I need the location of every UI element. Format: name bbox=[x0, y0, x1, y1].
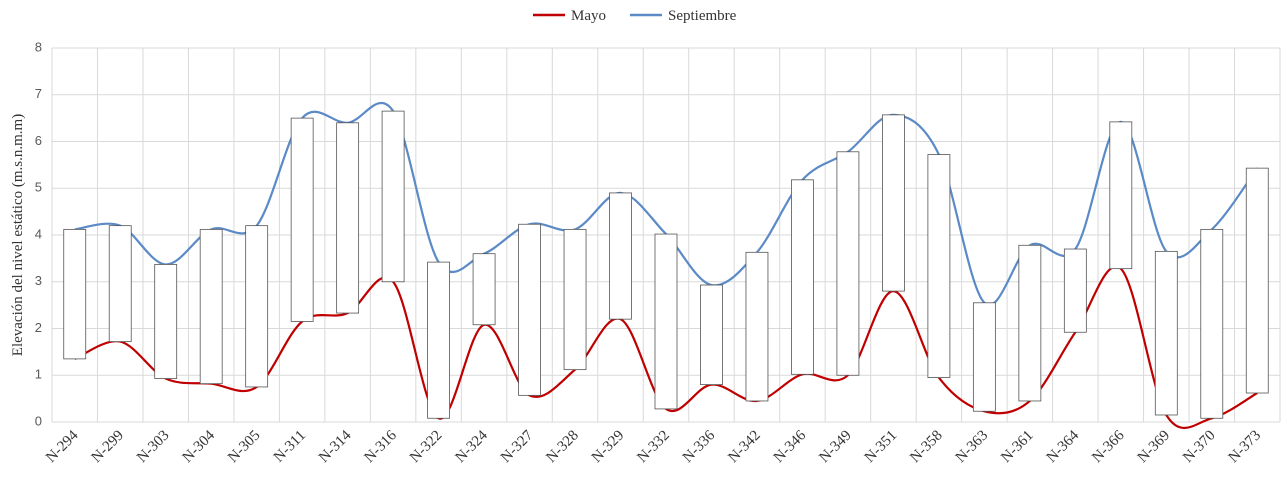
range-box bbox=[245, 225, 269, 388]
x-tick-label: N-336 bbox=[680, 427, 719, 466]
x-tick-label: N-314 bbox=[316, 427, 355, 466]
x-tick-label: N-303 bbox=[134, 428, 172, 466]
range-box bbox=[654, 233, 678, 410]
series-line bbox=[74, 101, 1259, 307]
range-box bbox=[700, 284, 723, 385]
range-box bbox=[336, 122, 360, 314]
range-box bbox=[972, 302, 996, 412]
range-box bbox=[1018, 244, 1042, 402]
range-box bbox=[1245, 167, 1269, 394]
range-box bbox=[472, 253, 496, 326]
x-tick-label: N-373 bbox=[1226, 428, 1264, 466]
x-tick-label: N-361 bbox=[998, 428, 1036, 466]
range-box bbox=[154, 264, 178, 379]
range-box bbox=[882, 114, 905, 292]
y-tick-label: 7 bbox=[35, 86, 42, 101]
y-axis-label: Elevación del nivel estático (m.s.n.m.m) bbox=[10, 114, 26, 356]
range-box bbox=[927, 154, 951, 378]
range-box bbox=[108, 225, 132, 342]
x-tick-label: N-342 bbox=[725, 428, 763, 466]
range-box bbox=[563, 228, 587, 371]
range-box bbox=[1200, 228, 1224, 419]
range-box bbox=[609, 192, 632, 320]
range-box bbox=[290, 117, 314, 322]
x-tick-label: N-369 bbox=[1135, 428, 1173, 466]
x-tick-label: N-316 bbox=[362, 427, 401, 466]
range-box bbox=[381, 110, 405, 283]
x-tick-label: N-311 bbox=[271, 428, 309, 466]
range-box bbox=[791, 179, 814, 375]
x-tick-label: N-364 bbox=[1044, 427, 1083, 466]
y-tick-label: 1 bbox=[35, 367, 42, 382]
x-tick-label: N-366 bbox=[1089, 427, 1128, 466]
y-tick-label: 0 bbox=[35, 413, 42, 428]
range-box bbox=[745, 251, 769, 402]
x-tick-label: N-332 bbox=[634, 428, 672, 466]
y-tick-label: 6 bbox=[35, 133, 42, 148]
x-tick-label: N-304 bbox=[180, 427, 219, 466]
range-box bbox=[427, 261, 450, 419]
x-tick-label: N-327 bbox=[498, 427, 537, 466]
x-tick-label: N-349 bbox=[816, 428, 854, 466]
y-tick-label: 8 bbox=[35, 39, 42, 54]
x-tick-label: N-329 bbox=[589, 428, 627, 466]
y-tick-label: 2 bbox=[35, 320, 42, 335]
y-tick-label: 5 bbox=[35, 180, 42, 195]
x-tick-label: N-294 bbox=[43, 427, 82, 466]
x-tick-label: N-363 bbox=[953, 428, 991, 466]
x-tick-label: N-346 bbox=[771, 427, 810, 466]
x-tick-label: N-358 bbox=[907, 428, 945, 466]
range-box bbox=[518, 223, 541, 396]
range-box bbox=[63, 228, 87, 360]
x-tick-label: N-324 bbox=[452, 427, 491, 466]
y-tick-label: 4 bbox=[35, 226, 42, 241]
range-box bbox=[836, 151, 860, 376]
range-box bbox=[1109, 121, 1133, 270]
x-tick-label: N-322 bbox=[407, 428, 445, 466]
legend-label: Mayo bbox=[571, 8, 606, 24]
x-tick-label: N-370 bbox=[1180, 428, 1218, 466]
x-tick-label: N-305 bbox=[225, 428, 263, 466]
x-tick-label: N-351 bbox=[862, 428, 900, 466]
range-box bbox=[1154, 250, 1178, 416]
legend-label: Septiembre bbox=[668, 8, 737, 24]
y-tick-label: 3 bbox=[35, 273, 42, 288]
x-tick-label: N-328 bbox=[543, 428, 581, 466]
x-tick-label: N-299 bbox=[89, 428, 127, 466]
range-box bbox=[1063, 248, 1087, 333]
range-box bbox=[199, 228, 223, 385]
